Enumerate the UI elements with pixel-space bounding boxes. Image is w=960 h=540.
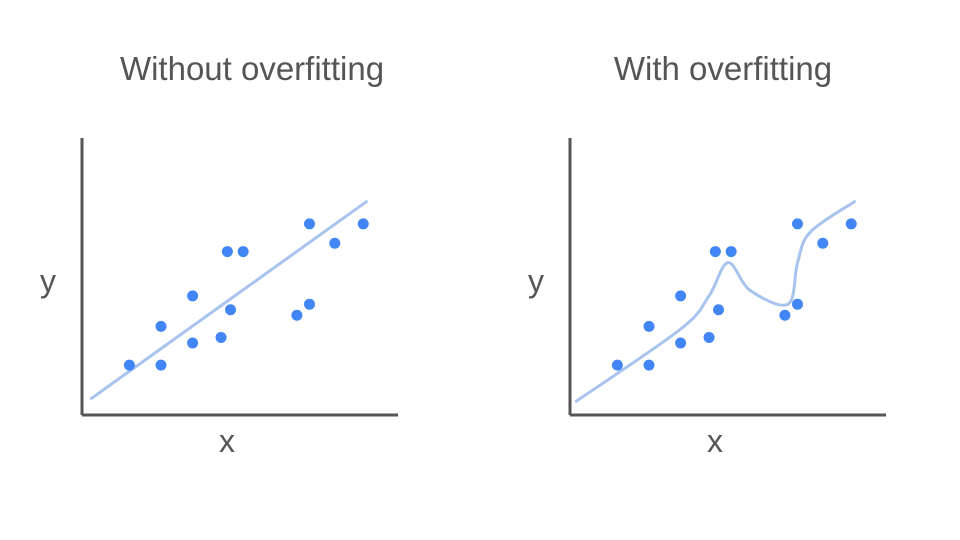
data-point-right-10 — [779, 309, 791, 321]
data-point-left-5 — [187, 290, 199, 302]
data-point-left-10 — [291, 309, 303, 321]
y-axis-label-right: y — [528, 263, 544, 299]
chart-title-right: With overfitting — [613, 50, 833, 87]
data-point-right-12 — [792, 218, 804, 230]
chart-title-left: Without overfitting — [119, 50, 385, 87]
data-point-right-6 — [703, 331, 715, 343]
data-point-right-4 — [675, 337, 687, 349]
data-point-left-1 — [123, 359, 135, 371]
data-point-left-2 — [155, 359, 167, 371]
data-point-left-12 — [304, 218, 316, 230]
data-point-left-9 — [237, 246, 249, 258]
data-point-right-5 — [675, 290, 687, 302]
data-point-right-14 — [845, 218, 857, 230]
data-point-right-9 — [725, 246, 737, 258]
data-point-left-3 — [155, 320, 167, 332]
data-point-left-4 — [187, 337, 199, 349]
data-point-left-13 — [329, 237, 341, 249]
data-point-left-7 — [225, 304, 237, 316]
data-point-right-11 — [792, 298, 804, 310]
data-point-right-2 — [643, 359, 655, 371]
data-point-left-14 — [357, 218, 369, 230]
data-point-right-7 — [713, 304, 725, 316]
data-point-right-3 — [643, 320, 655, 332]
x-axis-label-right: x — [707, 423, 723, 459]
y-axis-label-left: y — [40, 263, 56, 299]
data-point-right-1 — [611, 359, 623, 371]
data-point-right-8 — [709, 246, 721, 258]
fit-curve-right — [574, 200, 856, 403]
fit-line-left — [89, 200, 368, 400]
data-point-left-8 — [221, 246, 233, 258]
x-axis-label-left: x — [219, 423, 235, 459]
data-point-right-13 — [817, 237, 829, 249]
data-point-left-6 — [215, 331, 227, 343]
data-point-left-11 — [304, 298, 316, 310]
